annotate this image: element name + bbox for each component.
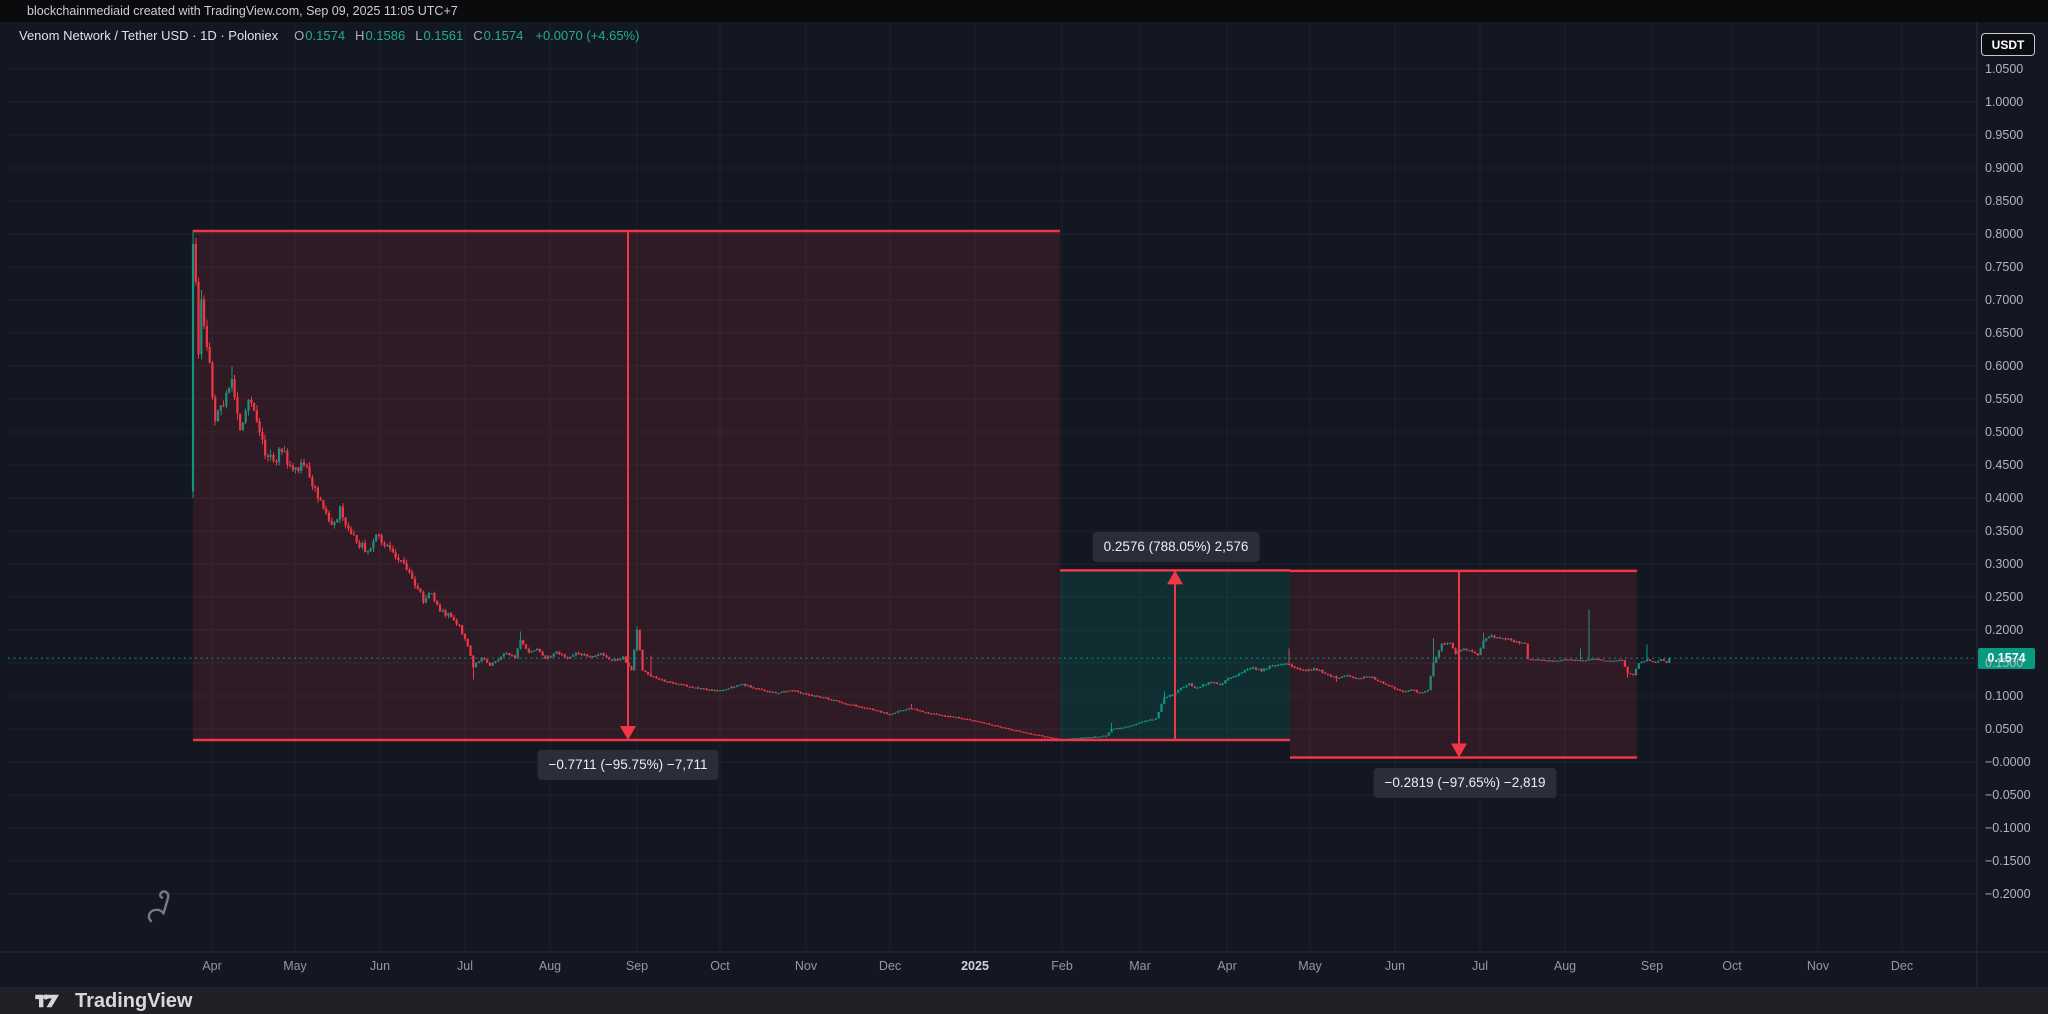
price-tick-label: 0.9500 bbox=[1985, 128, 2024, 142]
ohlc-close: C0.1574 bbox=[473, 27, 524, 43]
price-tick-label: 0.7000 bbox=[1985, 293, 2024, 307]
price-tick-label: −0.0000 bbox=[1985, 755, 2031, 769]
month-label: May bbox=[1298, 959, 1322, 973]
month-label: Oct bbox=[710, 959, 730, 973]
price-tick-label: 0.6000 bbox=[1985, 359, 2024, 373]
symbol-legend[interactable]: Venom Network / Tether USD · 1D · Poloni… bbox=[19, 26, 639, 44]
price-tick-label: 0.3500 bbox=[1985, 524, 2024, 538]
currency-toggle-button[interactable]: USDT bbox=[1981, 33, 2035, 56]
attribution-text: blockchainmediaid created with TradingVi… bbox=[27, 4, 458, 18]
ohlc-low: L0.1561 bbox=[415, 27, 464, 43]
price-tick-label: −0.2000 bbox=[1985, 887, 2031, 901]
time-axis[interactable]: Apr May Jun Jul Aug Sep Oct Nov Dec 2025 Feb Mar Apr… bbox=[0, 952, 2048, 988]
year-label: 2025 bbox=[961, 959, 989, 973]
price-change: +0.0070 (+4.65%) bbox=[535, 27, 640, 43]
price-tick-label: −0.1500 bbox=[1985, 854, 2031, 868]
price-tick-label: 0.1500 bbox=[1985, 656, 2024, 670]
price-tick-label: 0.4500 bbox=[1985, 458, 2024, 472]
measure-label-down-3[interactable]: −0.2819 (−97.65%) −2,819 bbox=[1373, 768, 1557, 798]
month-label: May bbox=[283, 959, 307, 973]
price-tick-label: 0.6500 bbox=[1985, 326, 2024, 340]
price-tick-label: 0.7500 bbox=[1985, 260, 2024, 274]
month-label: Aug bbox=[538, 959, 562, 973]
month-label: Jul bbox=[457, 959, 473, 973]
price-tick-label: 0.5000 bbox=[1985, 425, 2024, 439]
tradingview-logo-text: TradingView bbox=[75, 989, 193, 1012]
price-tick-label: 0.2500 bbox=[1985, 590, 2024, 604]
tradingview-logo[interactable]: TradingView bbox=[34, 990, 192, 1013]
last-price-badge: 0.1574 bbox=[1978, 647, 2035, 669]
symbol-title[interactable]: Venom Network / Tether USD · 1D · Poloni… bbox=[19, 27, 279, 43]
measure-label-down-1[interactable]: −0.7711 (−95.75%) −7,711 bbox=[537, 750, 719, 780]
price-tick-label: 1.0000 bbox=[1985, 95, 2024, 109]
measure-label-up-2[interactable]: 0.2576 (788.05%) 2,576 bbox=[1092, 532, 1260, 562]
month-label: Oct bbox=[1722, 959, 1742, 973]
price-axis[interactable]: USDT 0.1574 1.0500 1.0000 0.9500 0.9000 0.85… bbox=[1977, 22, 2048, 952]
price-tick-label: 1.0500 bbox=[1985, 62, 2024, 76]
price-tick-label: 0.3000 bbox=[1985, 557, 2024, 571]
month-label: Nov bbox=[1806, 959, 1830, 973]
month-label: Apr bbox=[202, 959, 222, 973]
ohlc-open: O0.1574 bbox=[294, 27, 346, 43]
dino-watermark-icon bbox=[147, 890, 170, 923]
price-tick-label: 0.8000 bbox=[1985, 227, 2024, 241]
month-label: Feb bbox=[1051, 959, 1073, 973]
ohlc-high: H0.1586 bbox=[355, 27, 406, 43]
month-label: Sep bbox=[1640, 959, 1664, 973]
price-tick-label: 0.5500 bbox=[1985, 392, 2024, 406]
month-label: Apr bbox=[1217, 959, 1237, 973]
bottom-toolbar: TradingView bbox=[0, 988, 2048, 1014]
price-tick-label: 0.8500 bbox=[1985, 194, 2024, 208]
month-label: Jun bbox=[1384, 959, 1406, 973]
month-label: Aug bbox=[1553, 959, 1577, 973]
price-tick-label: −0.1000 bbox=[1985, 821, 2031, 835]
price-tick-label: 0.4000 bbox=[1985, 491, 2024, 505]
month-label: Sep bbox=[625, 959, 649, 973]
tradingview-logo-icon bbox=[35, 994, 59, 1008]
month-label: Dec bbox=[1890, 959, 1914, 973]
month-label: Mar bbox=[1129, 959, 1151, 973]
price-tick-label: 0.9000 bbox=[1985, 161, 2024, 175]
month-label: Dec bbox=[878, 959, 902, 973]
month-label: Jul bbox=[1472, 959, 1488, 973]
price-tick-label: −0.0500 bbox=[1985, 788, 2031, 802]
price-tick-label: 0.1000 bbox=[1985, 689, 2024, 703]
month-label: Nov bbox=[794, 959, 818, 973]
month-label: Jun bbox=[369, 959, 391, 973]
price-tick-label: 0.2000 bbox=[1985, 623, 2024, 637]
price-tick-label: 0.0500 bbox=[1985, 722, 2024, 736]
attribution-bar: blockchainmediaid created with TradingVi… bbox=[0, 0, 2048, 22]
